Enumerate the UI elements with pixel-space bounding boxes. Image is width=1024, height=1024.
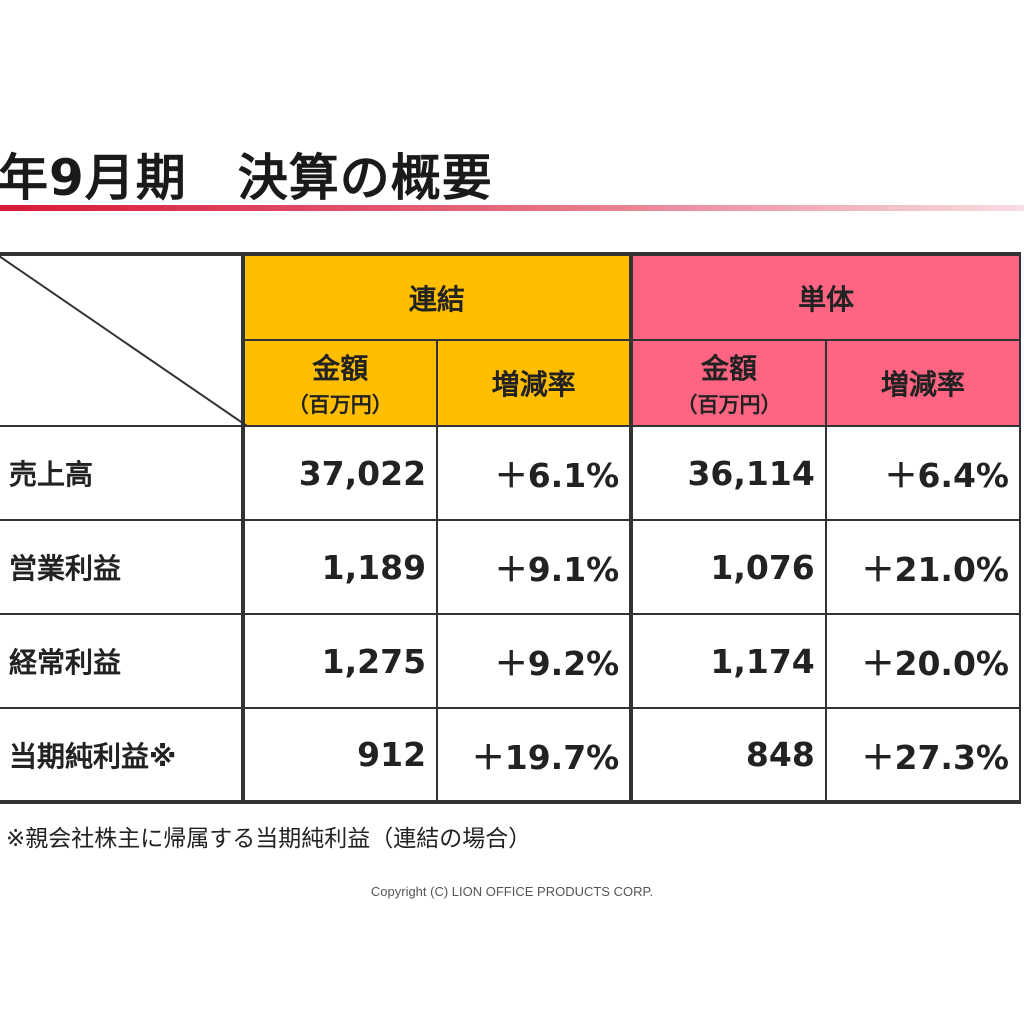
standalone-rate-cell: ＋21.0% — [824, 519, 1022, 615]
standalone-amount-cell: 1,174 — [629, 613, 827, 709]
consolidated-amount-cell: 1,189 — [240, 519, 439, 615]
standalone-amount-cell: 36,114 — [629, 425, 827, 521]
results-table: 連結 単体 金額 （百万円） 増減率 金額 （百万円） 増減率 売上高 37,0… — [0, 252, 1022, 804]
amount-unit-label: （百万円） — [676, 393, 782, 417]
consolidated-amount-cell: 912 — [240, 707, 439, 804]
consolidated-header: 連結 — [240, 252, 633, 341]
row-label: 当期純利益※ — [0, 707, 244, 804]
consolidated-rate-header: 増減率 — [436, 339, 633, 427]
standalone-amount-cell: 848 — [629, 707, 827, 804]
standalone-rate-header: 増減率 — [824, 339, 1022, 427]
consolidated-rate-cell: ＋6.1% — [436, 425, 633, 521]
table-row: 売上高 37,022 ＋6.1% 36,114 ＋6.4% — [0, 425, 1022, 521]
column-header-row: 金額 （百万円） 増減率 金額 （百万円） 増減率 — [0, 339, 1022, 427]
consolidated-rate-cell: ＋19.7% — [436, 707, 633, 804]
consolidated-amount-header: 金額 （百万円） — [240, 339, 439, 427]
standalone-rate-cell: ＋27.3% — [824, 707, 1022, 804]
standalone-rate-cell: ＋20.0% — [824, 613, 1022, 709]
row-label: 営業利益 — [0, 519, 244, 615]
row-label: 売上高 — [0, 425, 244, 521]
standalone-amount-cell: 1,076 — [629, 519, 827, 615]
corner-diagonal — [0, 256, 247, 426]
consolidated-amount-cell: 1,275 — [240, 613, 439, 709]
footnote: ※親会社株主に帰属する当期純利益（連結の場合） — [6, 826, 532, 852]
amount-unit-label: （百万円） — [287, 393, 393, 417]
consolidated-amount-cell: 37,022 — [240, 425, 439, 521]
standalone-amount-header: 金額 （百万円） — [629, 339, 827, 427]
consolidated-rate-cell: ＋9.2% — [436, 613, 633, 709]
standalone-header: 単体 — [629, 252, 1021, 341]
standalone-rate-cell: ＋6.4% — [824, 425, 1022, 521]
copyright-text: Copyright (C) LION OFFICE PRODUCTS CORP. — [370, 884, 654, 899]
title-underline — [0, 205, 1024, 211]
table-row: 営業利益 1,189 ＋9.1% 1,076 ＋21.0% — [0, 519, 1022, 615]
group-header-row: 連結 単体 — [0, 252, 1021, 427]
row-label: 経常利益 — [0, 613, 244, 709]
page-title: 年9月期 決算の概要 — [0, 149, 493, 207]
amount-header-label: 金額 — [701, 352, 758, 385]
consolidated-rate-cell: ＋9.1% — [436, 519, 633, 615]
table-row: 経常利益 1,275 ＋9.2% 1,174 ＋20.0% — [0, 613, 1022, 709]
table-row: 当期純利益※ 912 ＋19.7% 848 ＋27.3% — [0, 707, 1022, 804]
corner-cell — [0, 252, 247, 427]
amount-header-label: 金額 — [312, 352, 369, 385]
